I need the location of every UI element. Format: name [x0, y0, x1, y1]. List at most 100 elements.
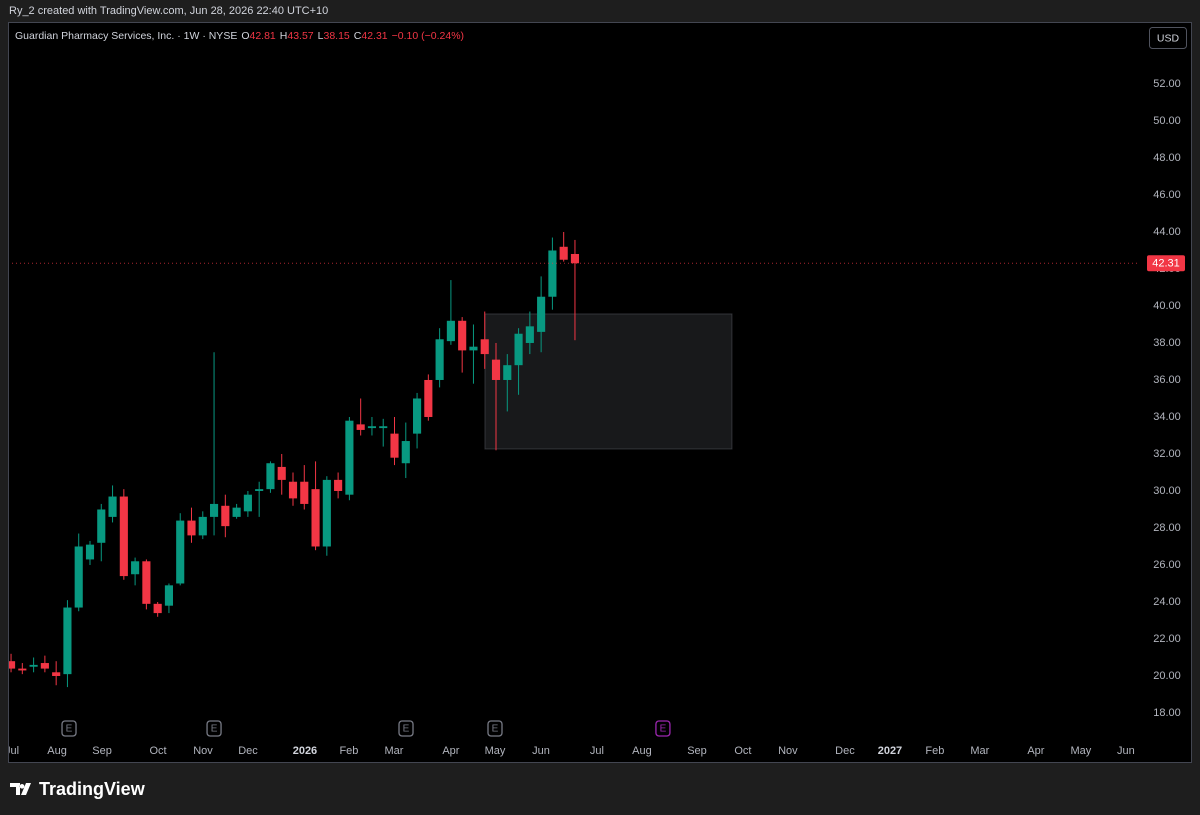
x-tick-label: Nov [193, 745, 213, 757]
candle-body [288, 481, 298, 499]
y-tick-label: 52.00 [1153, 78, 1181, 90]
time-axis: Jul Aug Sep Oct Nov Dec 2026 Feb Mar Apr May Jun Jul… [5, 740, 1135, 757]
legend: Guardian Pharmacy Services, Inc. · 1W · … [15, 30, 464, 42]
last-price-label: 42.31 [1152, 258, 1180, 270]
x-tick-label: 2027 [878, 745, 902, 757]
earnings-marker [206, 720, 222, 737]
ohlc-value: 42.81 [250, 30, 276, 42]
candle-body [537, 296, 546, 332]
x-tick-label: Jun [1117, 745, 1135, 757]
y-tick-label: 40.00 [1153, 300, 1181, 312]
x-tick-label: May [1071, 745, 1092, 757]
candle-body [379, 426, 388, 429]
ohlc-label: L [318, 30, 324, 42]
candle-body [266, 463, 275, 490]
ohlc-value: 42.31 [361, 30, 387, 42]
candle-body [469, 346, 478, 351]
y-tick-label: 32.00 [1153, 448, 1181, 460]
x-tick-label: Feb [925, 745, 944, 757]
candle-body [491, 359, 501, 380]
y-tick-label: 20.00 [1153, 670, 1181, 682]
x-tick-label: Sep [687, 745, 707, 757]
candle-body [255, 489, 264, 491]
y-tick-label: 46.00 [1153, 189, 1181, 201]
earnings-marker [655, 720, 671, 737]
candle-body [119, 496, 128, 577]
x-tick-label: Jul [5, 745, 19, 757]
x-tick-label: Jun [532, 745, 550, 757]
candle-body [277, 466, 286, 480]
y-tick-label: 28.00 [1153, 522, 1181, 534]
y-tick-label: 50.00 [1153, 115, 1181, 127]
candle-body [63, 607, 72, 675]
x-tick-label: Dec [238, 745, 258, 757]
candle-body [176, 520, 185, 584]
candle-body [514, 333, 523, 366]
candle-body [187, 520, 196, 536]
candle-body [85, 544, 95, 560]
earnings-label: E [211, 724, 218, 735]
candle-body [390, 433, 399, 458]
candle-body [221, 505, 230, 527]
brand: TradingView [39, 779, 146, 799]
change: −0.10 (−0.24%) [392, 30, 464, 42]
candle-body [525, 326, 534, 343]
y-tick-label: 26.00 [1153, 559, 1181, 571]
y-tick-label: 36.00 [1153, 374, 1181, 386]
x-tick-label: Aug [632, 745, 652, 757]
candle-body [322, 479, 331, 547]
candle-body [74, 546, 83, 608]
candle-body [424, 379, 433, 417]
x-tick-label: 2026 [293, 745, 317, 757]
candle-body [29, 664, 38, 667]
creator-line: Ry_2 created with TradingView.com, Jun 2… [9, 5, 328, 17]
candle-body [232, 507, 241, 517]
candle-body [131, 561, 140, 575]
candle-body [164, 585, 174, 606]
ohlc-label: H [280, 30, 288, 42]
candle-body [559, 246, 568, 260]
candle-body [243, 494, 252, 512]
y-tick-label: 48.00 [1153, 152, 1181, 164]
x-tick-label: Oct [734, 745, 751, 757]
x-tick-label: Mar [970, 745, 989, 757]
x-tick-label: Apr [1027, 745, 1044, 757]
candle-body [209, 503, 219, 517]
currency-label[interactable]: USD [1157, 32, 1180, 44]
candle-body [97, 509, 106, 543]
candle-body [40, 663, 49, 669]
candle-body [480, 339, 489, 355]
y-tick-label: 30.00 [1153, 485, 1181, 497]
ohlc-value: 38.15 [324, 30, 350, 42]
x-tick-label: Apr [442, 745, 459, 757]
candle-body [345, 420, 354, 495]
candle-body [458, 320, 467, 351]
earnings-marker [61, 720, 77, 737]
candle-body [503, 365, 512, 380]
x-tick-label: Jul [590, 745, 604, 757]
ohlc-value: 43.57 [287, 30, 313, 42]
logo-mark [10, 783, 31, 795]
earnings-label: E [660, 724, 667, 735]
candle-body [367, 426, 377, 429]
x-tick-label: Aug [47, 745, 67, 757]
candle-body [356, 424, 365, 430]
ohlc-label: C [354, 30, 362, 42]
price-axis: 18.00 20.00 22.00 24.00 26.00 28.00 30.00 32.00… [1140, 78, 1185, 719]
candle-body [413, 398, 422, 434]
candle-body [401, 441, 410, 464]
x-tick-label: May [485, 745, 506, 757]
candle-body [18, 668, 27, 671]
y-tick-label: 24.00 [1153, 596, 1181, 608]
symbol: Guardian Pharmacy Services, Inc. · 1W · … [15, 30, 237, 42]
currency-button[interactable] [1149, 27, 1187, 49]
earnings-label: E [66, 724, 73, 735]
candle-body [548, 250, 557, 297]
candle-body [435, 339, 444, 380]
last-price-box [1147, 255, 1185, 272]
x-tick-label: Mar [384, 745, 403, 757]
candle-body [153, 603, 162, 614]
